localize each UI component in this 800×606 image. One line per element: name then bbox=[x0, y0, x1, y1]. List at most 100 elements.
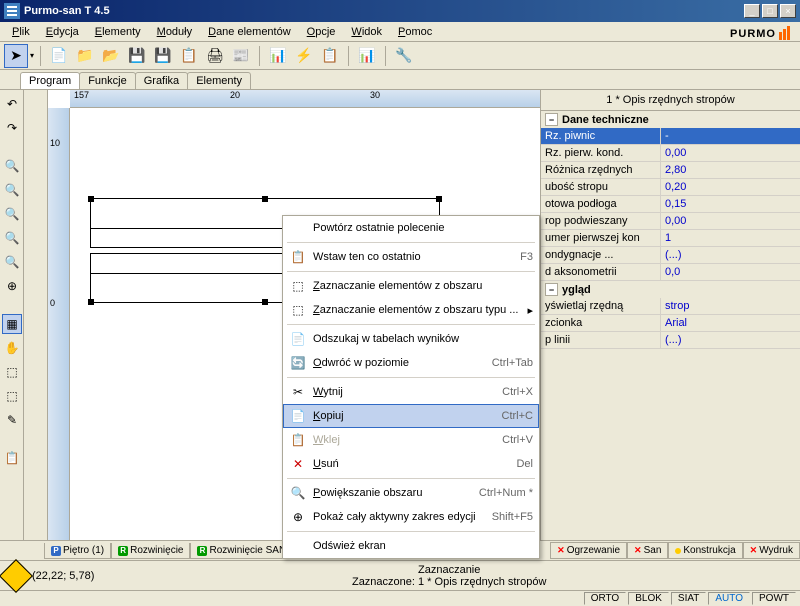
zoom-fit-tool[interactable]: 🔍 bbox=[2, 204, 22, 224]
property-row[interactable]: Rz. pierw. kond.0,00 bbox=[541, 145, 800, 162]
menu-elementy[interactable]: Elementy bbox=[87, 24, 149, 40]
print-button[interactable]: 🖨 bbox=[203, 44, 227, 68]
calc-button[interactable]: 📊 bbox=[266, 44, 290, 68]
chart-button[interactable]: 📊 bbox=[355, 44, 379, 68]
property-row[interactable]: zcionkaArial bbox=[541, 315, 800, 332]
property-row[interactable]: ondygnacje ...(...) bbox=[541, 247, 800, 264]
settings-button[interactable]: 🔧 bbox=[392, 44, 416, 68]
status-mode-auto[interactable]: AUTO bbox=[708, 592, 750, 605]
zoom-out-tool[interactable]: 🔍 bbox=[2, 180, 22, 200]
edit-tool[interactable]: ✎ bbox=[2, 410, 22, 430]
zoom-in-tool[interactable]: 🔍 bbox=[2, 156, 22, 176]
context-item[interactable]: ⬚Zaznaczanie elementów z obszaru typu ..… bbox=[283, 298, 539, 322]
status-tab[interactable]: ✕Wydruk bbox=[743, 542, 800, 559]
tab-program[interactable]: Program bbox=[20, 72, 80, 89]
status-selection: Zaznaczone: 1 * Opis rzędnych stropów bbox=[352, 576, 546, 588]
zoom-ext-tool[interactable]: ⊕ bbox=[2, 276, 22, 296]
property-value: Arial bbox=[661, 315, 800, 331]
bottom-tab[interactable]: PPiętro (1) bbox=[44, 543, 111, 559]
menu-plik[interactable]: Plik bbox=[4, 24, 38, 40]
tab-elementy[interactable]: Elementy bbox=[187, 72, 251, 89]
status-mode-blok[interactable]: BLOK bbox=[628, 592, 669, 605]
property-key: Rz. pierw. kond. bbox=[541, 145, 661, 161]
zoom-region-tool[interactable]: 🔍 bbox=[2, 228, 22, 248]
property-row[interactable]: d aksonometrii0,0 bbox=[541, 264, 800, 281]
bottom-tab[interactable]: RRozwinięcie SAN bbox=[190, 543, 293, 559]
context-item[interactable]: Powtórz ostatnie polecenie bbox=[283, 216, 539, 240]
context-item[interactable]: ✂WytnijCtrl+X bbox=[283, 380, 539, 404]
context-icon: ✕ bbox=[289, 456, 307, 472]
section-header[interactable]: Dane techniczne bbox=[541, 111, 800, 128]
zoom-all-tool[interactable]: 🔍 bbox=[2, 252, 22, 272]
context-item[interactable]: ✕UsuńDel bbox=[283, 452, 539, 476]
menu-moduły[interactable]: Moduły bbox=[149, 24, 200, 40]
left-toolbar: ↶ ↷ 🔍 🔍 🔍 🔍 🔍 ⊕ ▦ ✋ ⬚ ⬚ ✎ 📋 bbox=[0, 90, 24, 540]
property-row[interactable]: p linii(...) bbox=[541, 332, 800, 349]
save-button[interactable]: 💾 bbox=[125, 44, 149, 68]
property-row[interactable]: otowa podłoga0,15 bbox=[541, 196, 800, 213]
context-item[interactable]: ⬚Zaznaczanie elementów z obszaru bbox=[283, 274, 539, 298]
status-tab[interactable]: Konstrukcja bbox=[668, 542, 742, 559]
context-item[interactable]: 📄KopiujCtrl+C bbox=[283, 404, 539, 428]
props-tool[interactable]: 📋 bbox=[2, 448, 22, 468]
property-row[interactable]: umer pierwszej kon1 bbox=[541, 230, 800, 247]
status-bar: (22,22; 5,78) Zaznaczanie Zaznaczone: 1 … bbox=[0, 560, 800, 590]
status-mode-orto[interactable]: ORTO bbox=[584, 592, 627, 605]
new-button[interactable]: 📄 bbox=[47, 44, 71, 68]
property-value: 0,00 bbox=[661, 145, 800, 161]
property-row[interactable]: Rz. piwnic- bbox=[541, 128, 800, 145]
property-row[interactable]: rop podwieszany0,00 bbox=[541, 213, 800, 230]
status-tab[interactable]: ✕San bbox=[627, 542, 668, 559]
close-button[interactable]: × bbox=[780, 4, 796, 18]
context-icon: 📋 bbox=[289, 249, 307, 265]
menu-opcje[interactable]: Opcje bbox=[299, 24, 344, 40]
context-item[interactable]: Odśwież ekran bbox=[283, 534, 539, 558]
menu-widok[interactable]: Widok bbox=[343, 24, 390, 40]
menu-pomoc[interactable]: Pomoc bbox=[390, 24, 440, 40]
status-mode-siat[interactable]: SIAT bbox=[671, 592, 706, 605]
bottom-tab[interactable]: RRozwinięcie bbox=[111, 543, 190, 559]
maximize-button[interactable]: □ bbox=[762, 4, 778, 18]
status-tab[interactable]: ✕Ogrzewanie bbox=[550, 542, 627, 559]
copy-button[interactable]: 📋 bbox=[177, 44, 201, 68]
property-key: otowa podłoga bbox=[541, 196, 661, 212]
menu-dane elementów[interactable]: Dane elementów bbox=[200, 24, 299, 40]
property-key: yświetlaj rzędną bbox=[541, 298, 661, 314]
section-header[interactable]: ygląd bbox=[541, 281, 800, 298]
context-label: Wytnij bbox=[313, 386, 492, 398]
property-row[interactable]: Różnica rzędnych2,80 bbox=[541, 162, 800, 179]
run-button[interactable]: ⚡ bbox=[292, 44, 316, 68]
pan-tool[interactable]: ✋ bbox=[2, 338, 22, 358]
titlebar: Purmo-san T 4.5 _ □ × bbox=[0, 0, 800, 22]
context-item[interactable]: 📋 Wstaw ten co ostatnio F3 bbox=[283, 245, 539, 269]
context-shortcut: F3 bbox=[520, 251, 533, 263]
context-shortcut: Ctrl+X bbox=[502, 386, 533, 398]
grid-tool[interactable]: ▦ bbox=[2, 314, 22, 334]
open-button[interactable]: 📂 bbox=[99, 44, 123, 68]
context-item[interactable]: 📋WklejCtrl+V bbox=[283, 428, 539, 452]
context-item[interactable]: 📄Odszukaj w tabelach wyników bbox=[283, 327, 539, 351]
context-item[interactable]: 🔍Powiększanie obszaruCtrl+Num * bbox=[283, 481, 539, 505]
context-label: Wstaw ten co ostatnio bbox=[313, 251, 510, 263]
context-item[interactable]: ⊕Pokaż cały aktywny zakres edycjiShift+F… bbox=[283, 505, 539, 529]
preview-button[interactable]: 📰 bbox=[229, 44, 253, 68]
property-row[interactable]: yświetlaj rzędnąstrop bbox=[541, 298, 800, 315]
minimize-button[interactable]: _ bbox=[744, 4, 760, 18]
property-value: 0,15 bbox=[661, 196, 800, 212]
ruler-horizontal: 157 20 30 bbox=[70, 90, 540, 108]
tab-grafika[interactable]: Grafika bbox=[135, 72, 188, 89]
menu-edycja[interactable]: Edycja bbox=[38, 24, 87, 40]
top-tabbar: ProgramFunkcjeGrafikaElementy bbox=[0, 70, 800, 90]
status-mode-powt[interactable]: POWT bbox=[752, 592, 796, 605]
property-row[interactable]: ubość stropu0,20 bbox=[541, 179, 800, 196]
table-button[interactable]: 📋 bbox=[318, 44, 342, 68]
redo-tool[interactable]: ↷ bbox=[2, 118, 22, 138]
context-item[interactable]: 🔄Odwróć w poziomieCtrl+Tab bbox=[283, 351, 539, 375]
select2-tool[interactable]: ⬚ bbox=[2, 386, 22, 406]
folder-button[interactable]: 📁 bbox=[73, 44, 97, 68]
undo-tool[interactable]: ↶ bbox=[2, 94, 22, 114]
tab-funkcje[interactable]: Funkcje bbox=[79, 72, 136, 89]
cursor-tool[interactable]: ➤ bbox=[4, 44, 28, 68]
saveall-button[interactable]: 💾 bbox=[151, 44, 175, 68]
select-tool[interactable]: ⬚ bbox=[2, 362, 22, 382]
